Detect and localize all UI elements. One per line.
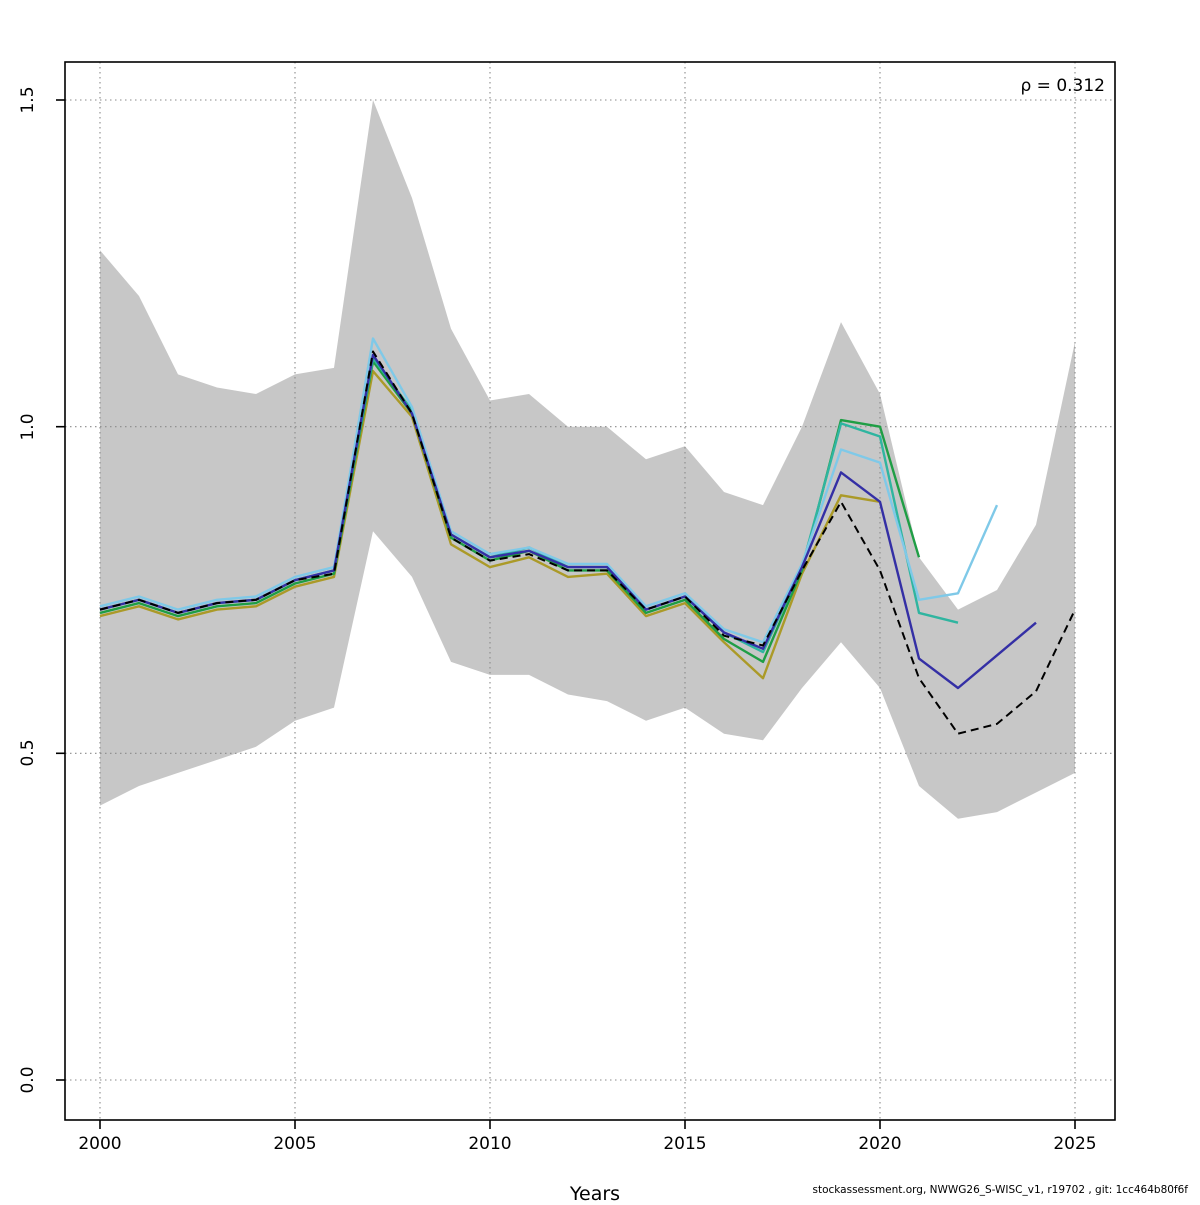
y-tick-label: 1.0 xyxy=(18,413,38,441)
x-tick-label: 2020 xyxy=(858,1134,902,1154)
y-tick-label: 0.0 xyxy=(18,1066,38,1094)
x-tick-label: 2005 xyxy=(273,1134,317,1154)
y-tick-label: 0.5 xyxy=(18,739,38,767)
y-tick-label: 1.5 xyxy=(18,86,38,114)
mohns-rho-annotation: ρ = 0.312 xyxy=(1020,76,1105,96)
x-tick-label: 2015 xyxy=(663,1134,707,1154)
x-tick-label: 2010 xyxy=(468,1134,512,1154)
footer-attribution: stockassessment.org, NWWG26_S-WISC_v1, r… xyxy=(812,1184,1188,1196)
x-tick-label: 2000 xyxy=(78,1134,122,1154)
x-axis-title: Years xyxy=(569,1183,621,1205)
x-tick-label: 2025 xyxy=(1053,1134,1097,1154)
